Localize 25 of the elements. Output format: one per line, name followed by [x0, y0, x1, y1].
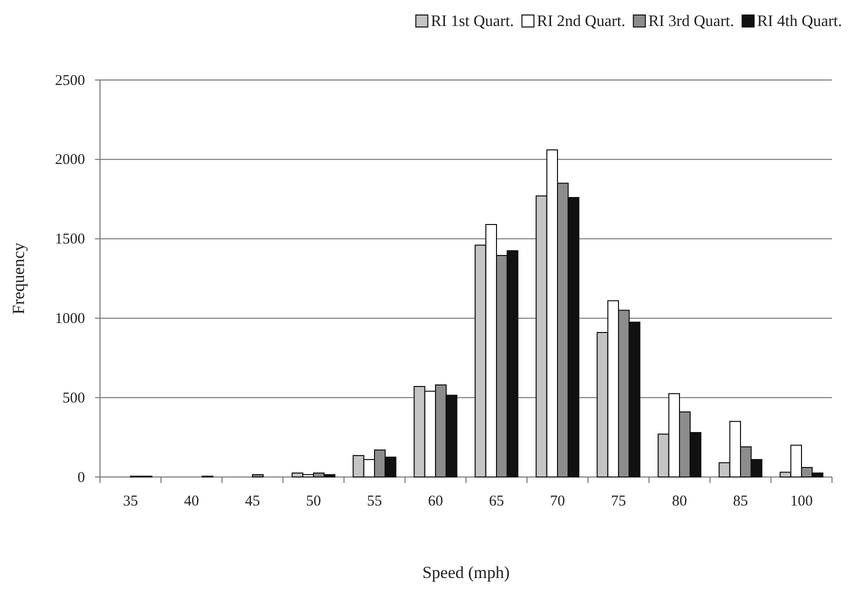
- x-tick-label: 80: [672, 494, 687, 510]
- legend-label: RI 1st Quart.: [430, 13, 514, 30]
- x-axis-title: Speed (mph): [422, 563, 510, 582]
- x-tick-label: 60: [428, 494, 443, 510]
- x-tick-label: 85: [733, 494, 748, 510]
- y-tick-label: 1500: [55, 232, 85, 248]
- x-tick-label: 65: [489, 494, 504, 510]
- y-tick-label: 0: [78, 470, 85, 486]
- y-tick-label: 500: [62, 390, 85, 406]
- bar: [252, 474, 264, 478]
- y-tick-label: 2500: [55, 72, 85, 89]
- legend-label: RI 2nd Quart.: [536, 13, 626, 30]
- x-tick-label: 55: [367, 494, 382, 510]
- y-axis-title: Frequency: [9, 242, 28, 314]
- x-tick-label: 45: [245, 494, 260, 510]
- x-tick-label: 75: [611, 494, 626, 510]
- legend-label: RI 4th Quart.: [757, 13, 842, 30]
- x-tick-label: 100: [790, 494, 813, 510]
- x-tick-label: 40: [184, 494, 199, 510]
- x-tick-label: 70: [550, 494, 565, 510]
- x-tick-label: 50: [306, 494, 321, 510]
- y-tick-label: 1000: [55, 311, 85, 327]
- legend-label: RI 3rd Quart.: [648, 13, 734, 30]
- y-tick-label: 2000: [55, 152, 85, 168]
- x-tick-label: 35: [123, 494, 138, 510]
